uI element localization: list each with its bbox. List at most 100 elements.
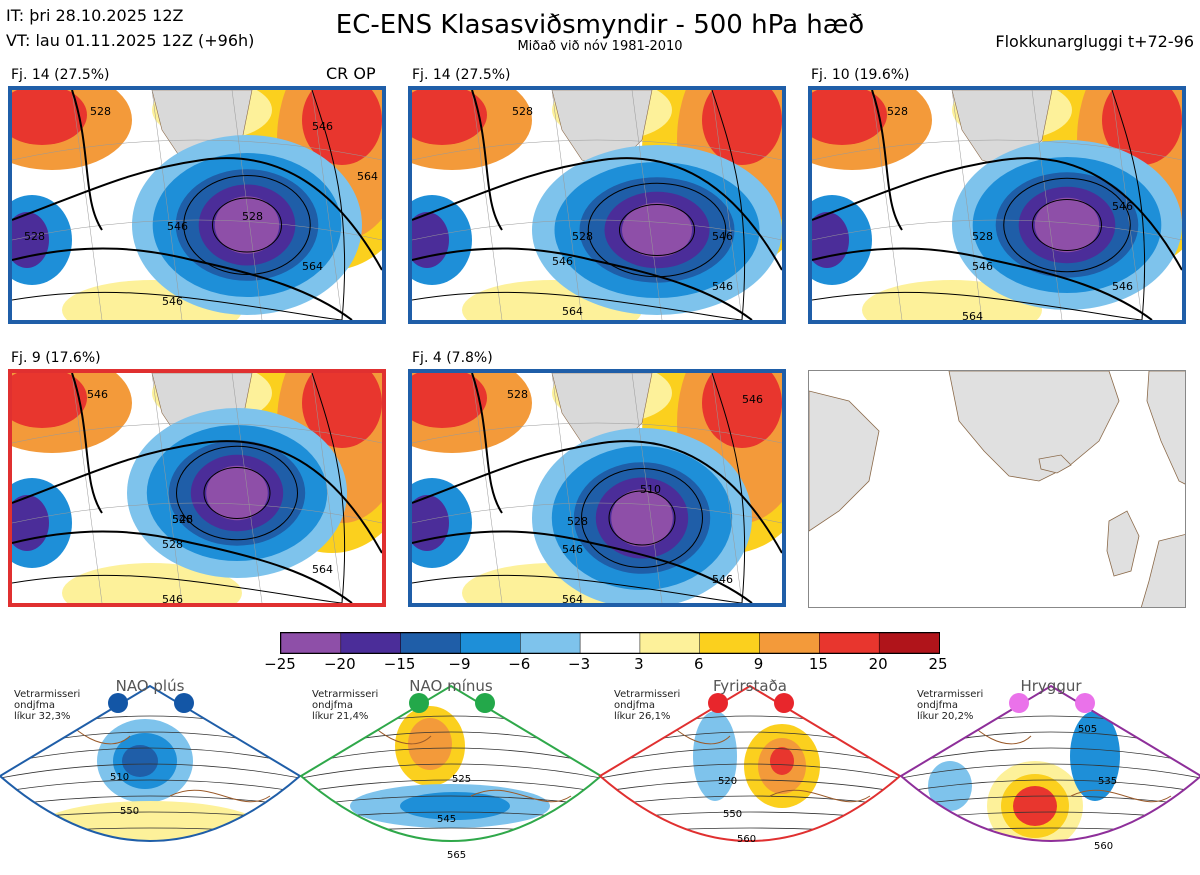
colorbar-tick-label: 15	[808, 655, 828, 673]
colorbar-tick-label: 20	[868, 655, 888, 673]
panel-1-label: Fj. 14 (27.5%)	[11, 67, 110, 83]
empty-base-map	[808, 370, 1186, 608]
canada-land	[809, 390, 880, 532]
graticule	[412, 90, 782, 320]
anomaly-field	[812, 90, 1182, 320]
panel-5-label: Fj. 4 (7.8%)	[412, 350, 493, 366]
colorbar-swatch	[520, 632, 581, 654]
graticule	[412, 373, 782, 603]
colorbar-swatch	[759, 632, 821, 654]
contour-label: 546	[162, 295, 183, 308]
anomaly-field	[12, 373, 382, 603]
regime-contour-label: 565	[447, 850, 466, 861]
contour-label: 546	[712, 230, 733, 243]
height-contours	[412, 373, 782, 603]
contour-label: 564	[562, 305, 583, 318]
anomaly-field	[12, 90, 382, 320]
regime-contour-label: 550	[120, 806, 139, 817]
regime-nao-plus-note: Vetrarmisseri ondjfma líkur 32,3%	[14, 689, 81, 722]
contour-label: 546	[167, 220, 188, 233]
colorbar-swatch	[819, 632, 880, 654]
height-contours	[812, 90, 1182, 320]
height-contours	[12, 90, 382, 320]
contour-label: 564	[312, 563, 333, 576]
regime-dot	[409, 693, 429, 713]
contour-label: 528	[507, 388, 528, 401]
contour-label: 546	[562, 543, 583, 556]
cluster-map-panel-1: 528528546564546564546528510	[8, 86, 386, 324]
colorbar-tick-label: 25	[928, 655, 948, 673]
colorbar-tick-label: −20	[323, 655, 356, 673]
regime-nao-minus-note: Vetrarmisseri ondjfma líkur 21,4%	[312, 689, 379, 722]
colorbar-tick-label: −9	[448, 655, 471, 673]
colorbar-tick-label: 9	[753, 655, 764, 673]
graticule	[12, 373, 382, 603]
contour-label: 528	[512, 105, 533, 118]
regime-blocking-note: Vetrarmisseri ondjfma líkur 26,1%	[614, 689, 681, 722]
contour-label: 528	[887, 105, 908, 118]
contour-label: 564	[562, 593, 583, 603]
contour-label: 528	[567, 515, 588, 528]
regime-nao-minus-title: NAO mínus	[409, 677, 493, 695]
cluster-map-panel-4: 546528546564546564528	[8, 369, 386, 607]
colorbar-tick-label: 3	[634, 655, 644, 673]
regime-contour-label: 505	[1078, 724, 1097, 735]
colorbar-labels: −25 −20 −15 −9 −6 −3 3 6 9 15 20 25	[0, 656, 1200, 676]
contour-label: 546	[162, 593, 183, 603]
contour-label: 546	[172, 513, 193, 526]
contour-label: 528	[572, 230, 593, 243]
regime-dot	[174, 693, 194, 713]
regime-dot	[1009, 693, 1029, 713]
regime-nao-plus-title: NAO plús	[115, 677, 185, 695]
contour-label: 528	[972, 230, 993, 243]
regime-contour-label: 545	[437, 814, 456, 825]
colorbar-tick-label: −15	[383, 655, 416, 673]
height-contours	[12, 373, 382, 603]
greenland-land	[948, 371, 1120, 482]
regime-contour-label: 525	[452, 774, 471, 785]
cluster-map-panel-2: 528546528546564564546	[408, 86, 786, 324]
panel-2-label: Fj. 14 (27.5%)	[412, 67, 511, 83]
contour-label: 564	[302, 260, 323, 273]
regime-dot	[108, 693, 128, 713]
colorbar-swatch	[340, 632, 402, 654]
graticule	[12, 90, 382, 320]
contour-label: 528	[162, 538, 183, 551]
regime-dot	[708, 693, 728, 713]
valid-time: VT: lau 01.11.2025 12Z (+96h)	[6, 31, 255, 50]
colorbar-swatch	[878, 632, 940, 654]
contour-label: 528	[242, 210, 263, 223]
contour-label: 546	[552, 255, 573, 268]
initial-time: IT: þri 28.10.2025 12Z	[6, 6, 184, 25]
regime-contour-label: 560	[737, 834, 756, 845]
panel-1-tag: CR OP	[326, 64, 376, 83]
cluster-map-panel-5: 528546528546564564510546	[408, 369, 786, 607]
page-title: EC-ENS Klasasviðsmyndir - 500 hPa hæð	[335, 10, 865, 40]
classification-window: Flokkunargluggi t+72-96	[995, 32, 1194, 51]
contour-label: 546	[712, 280, 733, 293]
regime-dot	[774, 693, 794, 713]
regime-ridge-note: Vetrarmisseri ondjfma líkur 20,2%	[917, 689, 984, 722]
contour-label: 546	[1112, 280, 1133, 293]
colorbar	[280, 632, 940, 654]
colorbar-tick-label: −6	[508, 655, 531, 673]
contour-label: 528	[172, 513, 193, 526]
colorbar-swatch	[400, 632, 462, 654]
regime-ridge-title: Hryggur	[1020, 677, 1082, 695]
regime-contour-label: 535	[1098, 776, 1117, 787]
colorbar-swatch	[639, 632, 701, 654]
height-contours	[412, 90, 782, 320]
regime-strip: 510 550 525 545 565 520 550 560 505 535 560	[0, 676, 1200, 871]
iceland-land	[1038, 454, 1072, 474]
colorbar-tick-label: −3	[568, 655, 591, 673]
colorbar-swatch	[460, 632, 522, 654]
europe-land	[1140, 534, 1185, 607]
colorbar-tick-label: 6	[693, 655, 704, 673]
regime-contour-label: 560	[1094, 841, 1113, 852]
norway-land	[1146, 371, 1185, 485]
anomaly-field	[412, 373, 782, 603]
contour-label: 546	[1112, 200, 1133, 213]
colorbar-swatch	[579, 632, 641, 654]
contour-label: 510	[640, 483, 661, 496]
britain-land	[1106, 510, 1140, 577]
